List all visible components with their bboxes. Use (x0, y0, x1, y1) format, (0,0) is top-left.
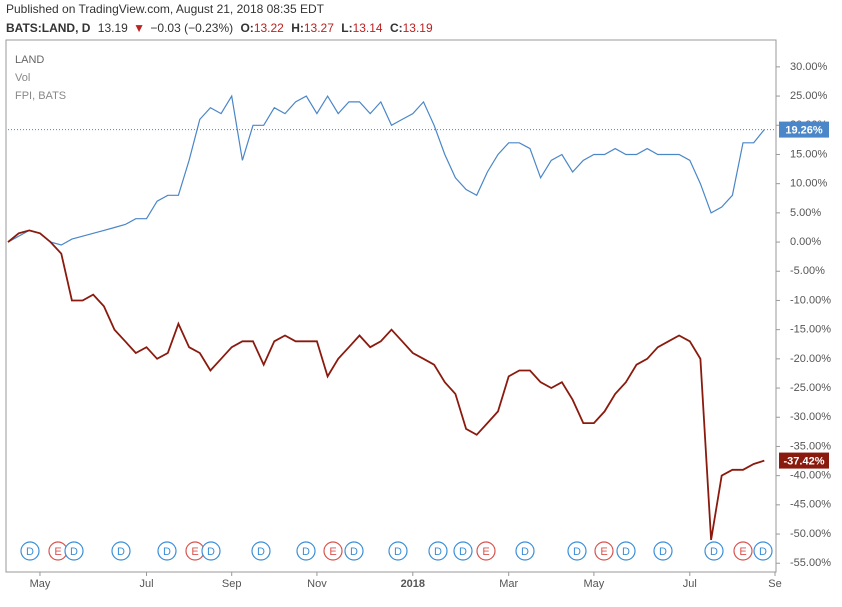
last-value-box (779, 121, 829, 138)
y-tick-label: -5.00% (790, 265, 825, 277)
y-tick-label: 5.00% (790, 207, 821, 219)
y-tick-label: 10.00% (790, 178, 828, 190)
last-value-label: -37.42% (784, 455, 825, 467)
x-tick-label: Mar (499, 578, 518, 590)
event-marker (323, 541, 343, 561)
y-tick-label: -45.00% (790, 499, 831, 511)
last: 13.19 (98, 21, 128, 35)
y-tick-label: -25.00% (790, 382, 831, 394)
event-label: E (54, 546, 61, 558)
ohlc-label: H: (291, 21, 304, 35)
y-tick-label: -10.00% (790, 294, 831, 306)
event-marker (567, 541, 587, 561)
x-tick-label: Nov (307, 578, 327, 590)
event-marker (515, 541, 535, 561)
event-label: D (117, 546, 125, 558)
x-tick-label: Jul (683, 578, 697, 590)
x-tick-label: May (584, 578, 605, 590)
y-tick-label: -20.00% (790, 353, 831, 365)
y-tick-label: 25.00% (790, 90, 828, 102)
event-label: E (191, 546, 198, 558)
event-marker (20, 541, 40, 561)
arrow: ▼ (133, 21, 145, 35)
event-marker (476, 541, 496, 561)
y-tick-label: -30.00% (790, 411, 831, 423)
event-marker (453, 541, 473, 561)
event-marker (64, 541, 84, 561)
x-tick-label: Jul (139, 578, 153, 590)
event-marker (653, 541, 673, 561)
y-tick-label: 15.00% (790, 148, 828, 160)
symbol-line: BATS:LAND, D 13.19 ▼ −0.03 (−0.23%) O:13… (6, 21, 433, 35)
event-label: D (163, 546, 171, 558)
ohlc-label: C: (390, 21, 403, 35)
event-marker (157, 541, 177, 561)
event-label: D (350, 546, 358, 558)
event-marker (733, 541, 753, 561)
y-tick-label: -50.00% (790, 528, 831, 540)
event-label: D (710, 546, 718, 558)
event-marker (251, 541, 271, 561)
event-label: D (622, 546, 630, 558)
ohlc-value: 13.19 (403, 21, 433, 35)
published: Published on TradingView.com, August 21,… (6, 2, 325, 16)
event-label: D (434, 546, 442, 558)
y-tick-label: -55.00% (790, 557, 831, 569)
event-label: D (70, 546, 78, 558)
event-marker (704, 541, 724, 561)
y-tick-label: 30.00% (790, 61, 828, 73)
ohlc-value: 13.14 (353, 21, 383, 35)
event-label: E (600, 546, 607, 558)
last-value-box (779, 452, 829, 469)
event-label: E (739, 546, 746, 558)
y-tick-label: -40.00% (790, 470, 831, 482)
ohlc-label: O: (240, 21, 253, 35)
event-label: D (26, 546, 34, 558)
event-label: D (573, 546, 581, 558)
x-tick-label: Se (768, 578, 781, 590)
event-label: D (257, 546, 265, 558)
y-tick-label: -15.00% (790, 324, 831, 336)
symbol: BATS:LAND, D (6, 21, 91, 35)
event-label: E (329, 546, 336, 558)
event-marker (201, 541, 221, 561)
event-label: D (459, 546, 467, 558)
x-tick-label: 2018 (401, 578, 425, 590)
last-value-label: 19.26% (785, 124, 823, 136)
event-label: E (482, 546, 489, 558)
legend-entry: FPI, BATS (15, 90, 66, 102)
legend-entry: LAND (15, 54, 44, 66)
event-marker (753, 541, 773, 561)
x-tick-label: Sep (222, 578, 242, 590)
series-line (7, 229, 765, 541)
event-label: D (759, 546, 767, 558)
event-label: D (207, 546, 215, 558)
event-label: D (521, 546, 529, 558)
legend-entry: Vol (15, 72, 30, 84)
ohlc-value: 13.22 (254, 21, 284, 35)
change: −0.03 (−0.23%) (150, 21, 233, 35)
event-marker (344, 541, 364, 561)
event-label: D (394, 546, 402, 558)
event-marker (388, 541, 408, 561)
event-label: D (659, 546, 667, 558)
ohlc-label: L: (341, 21, 352, 35)
series-line (7, 94, 765, 246)
event-marker (296, 541, 316, 561)
event-marker (594, 541, 614, 561)
event-marker (616, 541, 636, 561)
event-marker (111, 541, 131, 561)
y-tick-label: -35.00% (790, 440, 831, 452)
x-tick-label: May (30, 578, 51, 590)
ohlc-value: 13.27 (304, 21, 334, 35)
y-tick-label: 0.00% (790, 236, 821, 248)
event-marker (428, 541, 448, 561)
event-label: D (302, 546, 310, 558)
